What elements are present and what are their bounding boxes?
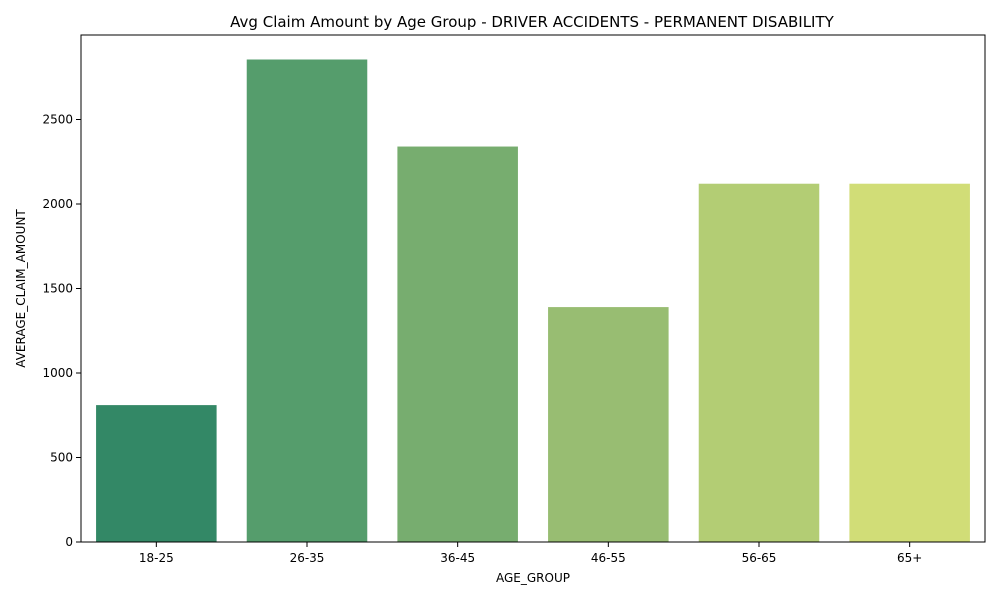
bar-56-65 [698, 183, 820, 542]
y-tick-label: 2000 [42, 197, 73, 211]
x-axis: 18-25 26-35 36-45 46-55 56-65 65+ [139, 542, 922, 565]
y-tick-label: 0 [65, 535, 73, 549]
x-tick-label: 18-25 [139, 551, 174, 565]
y-tick-label: 1500 [42, 282, 73, 296]
x-tick-label: 26-35 [290, 551, 325, 565]
bar-36-45 [397, 146, 518, 543]
x-tick-label: 36-45 [440, 551, 475, 565]
y-tick-label: 500 [50, 451, 73, 465]
plot-frame [80, 34, 986, 543]
bar-18-25 [96, 405, 217, 542]
bars-group [96, 59, 970, 543]
y-tick-label: 1000 [42, 366, 73, 380]
x-tick-label: 56-65 [742, 551, 777, 565]
chart-title: Avg Claim Amount by Age Group - DRIVER A… [230, 13, 834, 31]
x-tick-label: 65+ [897, 551, 922, 565]
x-axis-label: AGE_GROUP [496, 571, 570, 585]
y-tick-label: 2500 [42, 113, 73, 127]
bar-65+ [849, 183, 970, 542]
y-axis: 0 500 1000 1500 2000 2500 [42, 113, 81, 549]
bar-26-35 [246, 59, 368, 542]
bar-46-55 [548, 307, 669, 542]
x-tick-label: 46-55 [591, 551, 626, 565]
y-axis-label: AVERAGE_CLAIM_AMOUNT [14, 209, 28, 368]
